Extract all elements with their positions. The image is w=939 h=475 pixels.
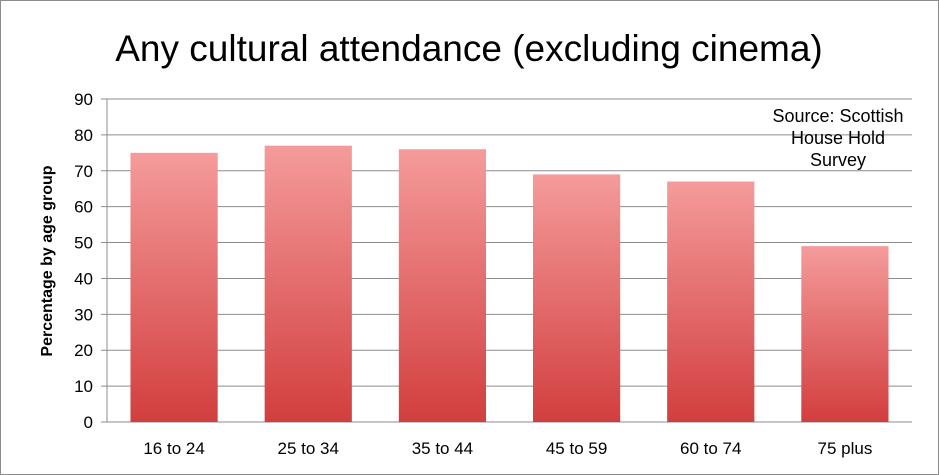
y-tick-label-7: 70 bbox=[74, 162, 93, 181]
gridlines bbox=[101, 98, 912, 423]
annotation-line-1: House Hold bbox=[791, 128, 885, 148]
x-tick-labels: 16 to 24 25 to 34 35 to 44 45 to 59 60 to 74… bbox=[143, 439, 872, 458]
y-tick-label-5: 50 bbox=[74, 234, 93, 253]
y-tick-labels: 0 10 20 30 40 50 60 70 80 90 bbox=[74, 90, 93, 432]
bar-0 bbox=[130, 152, 218, 423]
annotation-line-2: Survey bbox=[810, 150, 866, 170]
y-tick-label-0: 0 bbox=[84, 413, 93, 432]
bar-5 bbox=[801, 246, 889, 422]
bar-4 bbox=[667, 181, 755, 422]
y-axis-label: Percentage by age group bbox=[39, 165, 56, 356]
y-tick-label-2: 20 bbox=[74, 341, 93, 360]
bars bbox=[130, 145, 889, 423]
x-tick-label-2: 35 to 44 bbox=[412, 439, 473, 458]
y-tick-label-9: 90 bbox=[74, 90, 93, 109]
x-tick-label-4: 60 to 74 bbox=[680, 439, 741, 458]
bar-2 bbox=[398, 149, 487, 422]
y-tick-label-1: 10 bbox=[74, 377, 93, 396]
y-tick-label-6: 60 bbox=[74, 198, 93, 217]
chart-title: Any cultural attendance (excluding cinem… bbox=[115, 28, 823, 69]
x-tick-label-1: 25 to 34 bbox=[278, 439, 339, 458]
x-tick-label-5: 75 plus bbox=[818, 439, 873, 458]
annotation-line-0: Source: Scottish bbox=[772, 106, 903, 126]
bar-1 bbox=[264, 145, 352, 422]
x-tick-label-3: 45 to 59 bbox=[546, 439, 607, 458]
bar-3 bbox=[532, 174, 621, 422]
x-tick-label-0: 16 to 24 bbox=[143, 439, 204, 458]
y-tick-label-3: 30 bbox=[74, 305, 93, 324]
y-tick-label-4: 40 bbox=[74, 269, 93, 288]
y-tick-label-8: 80 bbox=[74, 126, 93, 145]
